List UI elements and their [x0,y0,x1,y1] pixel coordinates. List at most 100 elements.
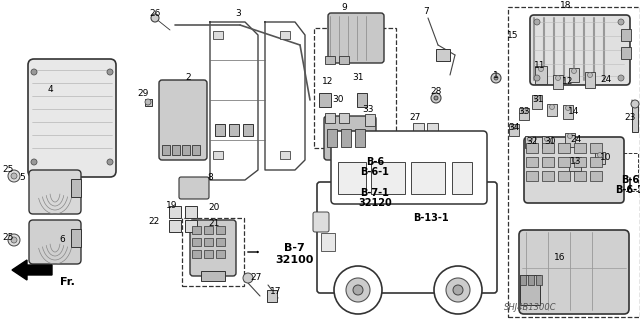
Text: 32: 32 [526,137,538,146]
Bar [452,162,472,194]
Text: 25: 25 [3,234,13,242]
Bar [185,220,197,232]
Bar [558,143,570,153]
Circle shape [556,76,561,80]
Text: 3: 3 [235,10,241,19]
Bar [325,56,335,64]
Bar [319,93,331,107]
Bar [565,133,575,147]
Bar [314,28,396,148]
Text: 10: 10 [600,153,612,162]
FancyBboxPatch shape [190,220,236,276]
Bar [162,145,170,155]
FancyBboxPatch shape [324,116,376,160]
Text: SHJ4B1300C: SHJ4B1300C [504,302,556,311]
Text: 30: 30 [544,137,556,146]
Circle shape [538,66,543,71]
Bar [338,162,366,194]
Bar [520,275,526,285]
Bar [243,124,253,136]
Text: 27: 27 [250,273,262,283]
Bar [71,179,81,197]
Circle shape [572,69,577,73]
Text: 20: 20 [208,204,220,212]
Circle shape [631,100,639,108]
Text: 4: 4 [47,85,53,94]
Circle shape [431,93,441,103]
Text: 16: 16 [554,254,566,263]
Bar [542,136,552,148]
Bar [520,275,540,305]
Circle shape [534,75,540,81]
Bar [215,124,225,136]
Bar [436,49,450,61]
Text: 17: 17 [270,287,282,296]
Circle shape [107,69,113,75]
FancyBboxPatch shape [29,220,81,264]
Bar [590,171,602,181]
Text: 25: 25 [3,166,13,174]
Bar [426,122,438,133]
Circle shape [107,159,113,165]
Circle shape [545,137,550,142]
Bar [526,171,538,181]
Text: B-13-1: B-13-1 [413,213,449,223]
Circle shape [598,152,602,158]
Bar [426,137,438,147]
Text: B-6: B-6 [366,157,384,167]
FancyArrow shape [12,260,52,280]
Text: 28: 28 [430,87,442,97]
FancyBboxPatch shape [29,170,81,214]
Bar [355,129,365,147]
Bar [339,56,349,64]
Text: Fr.: Fr. [60,277,75,287]
Bar [216,250,225,258]
Bar [621,47,631,59]
Bar [508,7,640,317]
Bar [569,157,581,171]
FancyBboxPatch shape [179,177,209,199]
Bar [204,250,212,258]
Text: B-6: B-6 [621,175,639,185]
Bar [182,145,190,155]
Bar [169,206,181,218]
Bar [563,105,573,119]
Text: 31: 31 [532,95,544,105]
Circle shape [31,159,37,165]
FancyBboxPatch shape [524,137,624,203]
FancyBboxPatch shape [313,212,329,232]
Text: B-6-1: B-6-1 [616,185,640,195]
Circle shape [491,73,501,83]
Bar [585,72,595,88]
Bar [365,114,375,126]
Bar [204,226,212,234]
Bar [341,129,351,147]
FancyBboxPatch shape [159,80,207,160]
Text: 32120: 32120 [358,198,392,208]
Text: 7: 7 [423,8,429,17]
Text: 29: 29 [138,90,148,99]
Circle shape [618,75,624,81]
Bar [525,136,535,148]
Bar [547,104,557,116]
Circle shape [434,96,438,100]
FancyBboxPatch shape [28,59,116,177]
Bar [542,143,554,153]
Bar [229,124,239,136]
FancyBboxPatch shape [328,13,384,63]
Text: 1: 1 [493,71,499,80]
Text: 24: 24 [600,76,612,85]
Circle shape [522,108,527,114]
Circle shape [11,173,17,179]
Bar [553,75,563,89]
Circle shape [145,99,151,105]
Circle shape [346,278,370,302]
Circle shape [243,273,253,283]
Bar [413,160,449,196]
Bar [325,113,335,123]
Bar [267,290,277,302]
Bar [415,165,426,175]
Bar [71,229,81,247]
Circle shape [494,76,498,80]
Bar [371,162,405,194]
